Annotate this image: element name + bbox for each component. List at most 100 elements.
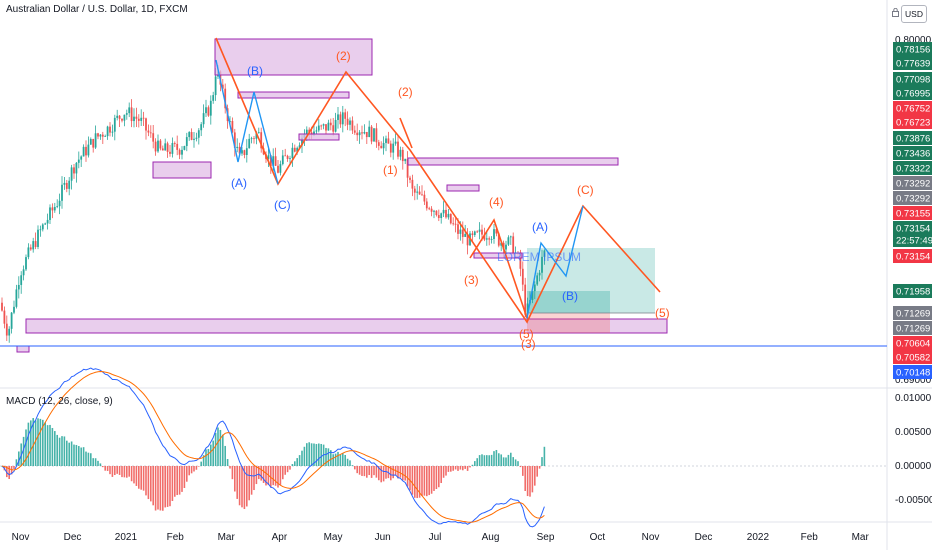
macd-hist-bar xyxy=(229,466,231,469)
candle xyxy=(65,179,68,193)
time-tick: 2021 xyxy=(115,532,138,543)
price-tag: 0.73155 xyxy=(893,206,932,220)
candle-body xyxy=(159,140,162,149)
candle xyxy=(34,232,37,250)
wave-label: (A) xyxy=(231,176,247,190)
candle xyxy=(416,183,419,200)
candle-body xyxy=(142,117,145,119)
candle-body xyxy=(171,143,174,154)
macd-hist-bar xyxy=(32,418,34,466)
candle xyxy=(145,117,147,140)
macd-hist-bar xyxy=(54,431,56,466)
candle-body xyxy=(454,223,457,225)
candle-body xyxy=(37,229,39,247)
macd-hist-bar xyxy=(222,434,224,466)
time-tick: Dec xyxy=(695,532,713,543)
candle xyxy=(447,208,450,220)
candle xyxy=(382,136,385,155)
candle xyxy=(56,199,59,209)
macd-hist-bar xyxy=(356,466,358,474)
macd-hist-bar xyxy=(507,454,510,466)
candle-body xyxy=(449,213,452,224)
macd-hist-bar xyxy=(154,466,157,511)
candle-body xyxy=(68,180,71,189)
macd-hist-bar xyxy=(195,466,198,470)
candle xyxy=(272,148,275,174)
time-tick: Oct xyxy=(590,532,606,543)
candle xyxy=(51,203,54,219)
candle-body xyxy=(505,244,507,250)
macd-hist-bar xyxy=(464,466,466,469)
macd-hist-bar xyxy=(404,466,406,481)
candle xyxy=(478,222,481,240)
macd-hist-bar xyxy=(66,440,68,466)
candle-body xyxy=(524,284,527,315)
macd-hist-bar xyxy=(126,466,128,478)
position-profit-inner xyxy=(527,291,610,313)
candle-body xyxy=(471,233,474,236)
wave-projection-orange-2 xyxy=(399,117,413,149)
candle xyxy=(315,126,318,134)
candle-body xyxy=(173,143,176,144)
macd-hist-bar xyxy=(478,455,481,466)
macd-title: MACD (12, 26, close, 9) xyxy=(6,396,113,407)
candle xyxy=(77,151,80,169)
candle-body xyxy=(214,76,217,96)
candle-body xyxy=(377,142,380,146)
candle-body xyxy=(519,253,522,269)
macd-hist-bar xyxy=(210,444,212,466)
macd-hist-bar xyxy=(241,466,243,508)
candle xyxy=(488,236,491,246)
candle-body xyxy=(193,138,195,140)
wave-projection-blue-1 xyxy=(215,59,279,185)
candle-body xyxy=(428,208,431,210)
price-tag-label: 0.73292 xyxy=(896,194,930,205)
candle-body xyxy=(269,155,272,167)
candle xyxy=(490,236,493,244)
candle-body xyxy=(169,151,171,154)
macd-hist-bar xyxy=(536,466,538,477)
candle xyxy=(385,135,387,152)
candle-body xyxy=(337,114,339,120)
candle xyxy=(193,132,195,148)
macd-hist-bar xyxy=(378,466,380,481)
currency-button[interactable]: USD xyxy=(892,5,927,23)
macd-hist-bar xyxy=(320,443,322,466)
candle xyxy=(118,115,121,127)
macd-hist-bar xyxy=(466,466,469,471)
macd-tick: 0.01000 xyxy=(895,393,932,404)
candle-body xyxy=(80,156,83,160)
price-tag-label: 0.73436 xyxy=(896,149,930,160)
macd-hist-bar xyxy=(248,466,250,501)
candle xyxy=(82,144,85,157)
macd-hist-bar xyxy=(363,466,366,477)
candle xyxy=(94,125,97,149)
candle xyxy=(152,124,155,149)
macd-hist-bar xyxy=(344,454,346,466)
candle-body xyxy=(46,219,49,224)
macd-hist-bar xyxy=(15,459,18,466)
wave-label: (1) xyxy=(383,163,398,177)
macd-hist-bar xyxy=(142,466,145,491)
macd-hist-bar xyxy=(284,466,286,475)
macd-hist-bar xyxy=(454,466,457,470)
price-tag-label: 0.78156 xyxy=(896,45,930,56)
price-tag-label: 0.73292 xyxy=(896,179,930,190)
candle xyxy=(425,198,428,211)
macd-hist-bar xyxy=(133,466,135,484)
candle-body xyxy=(541,256,543,273)
candle xyxy=(207,105,210,117)
candle xyxy=(53,202,56,213)
macd-hist-bar xyxy=(373,466,375,476)
candle-body xyxy=(298,145,301,148)
candle xyxy=(277,160,279,174)
candle-body xyxy=(320,125,323,127)
time-tick: Feb xyxy=(167,532,185,543)
candle xyxy=(260,127,263,153)
candle-body xyxy=(353,130,356,133)
candle xyxy=(356,123,359,141)
candle xyxy=(533,281,536,300)
position-profit-zone xyxy=(527,248,655,313)
candle xyxy=(493,224,495,244)
